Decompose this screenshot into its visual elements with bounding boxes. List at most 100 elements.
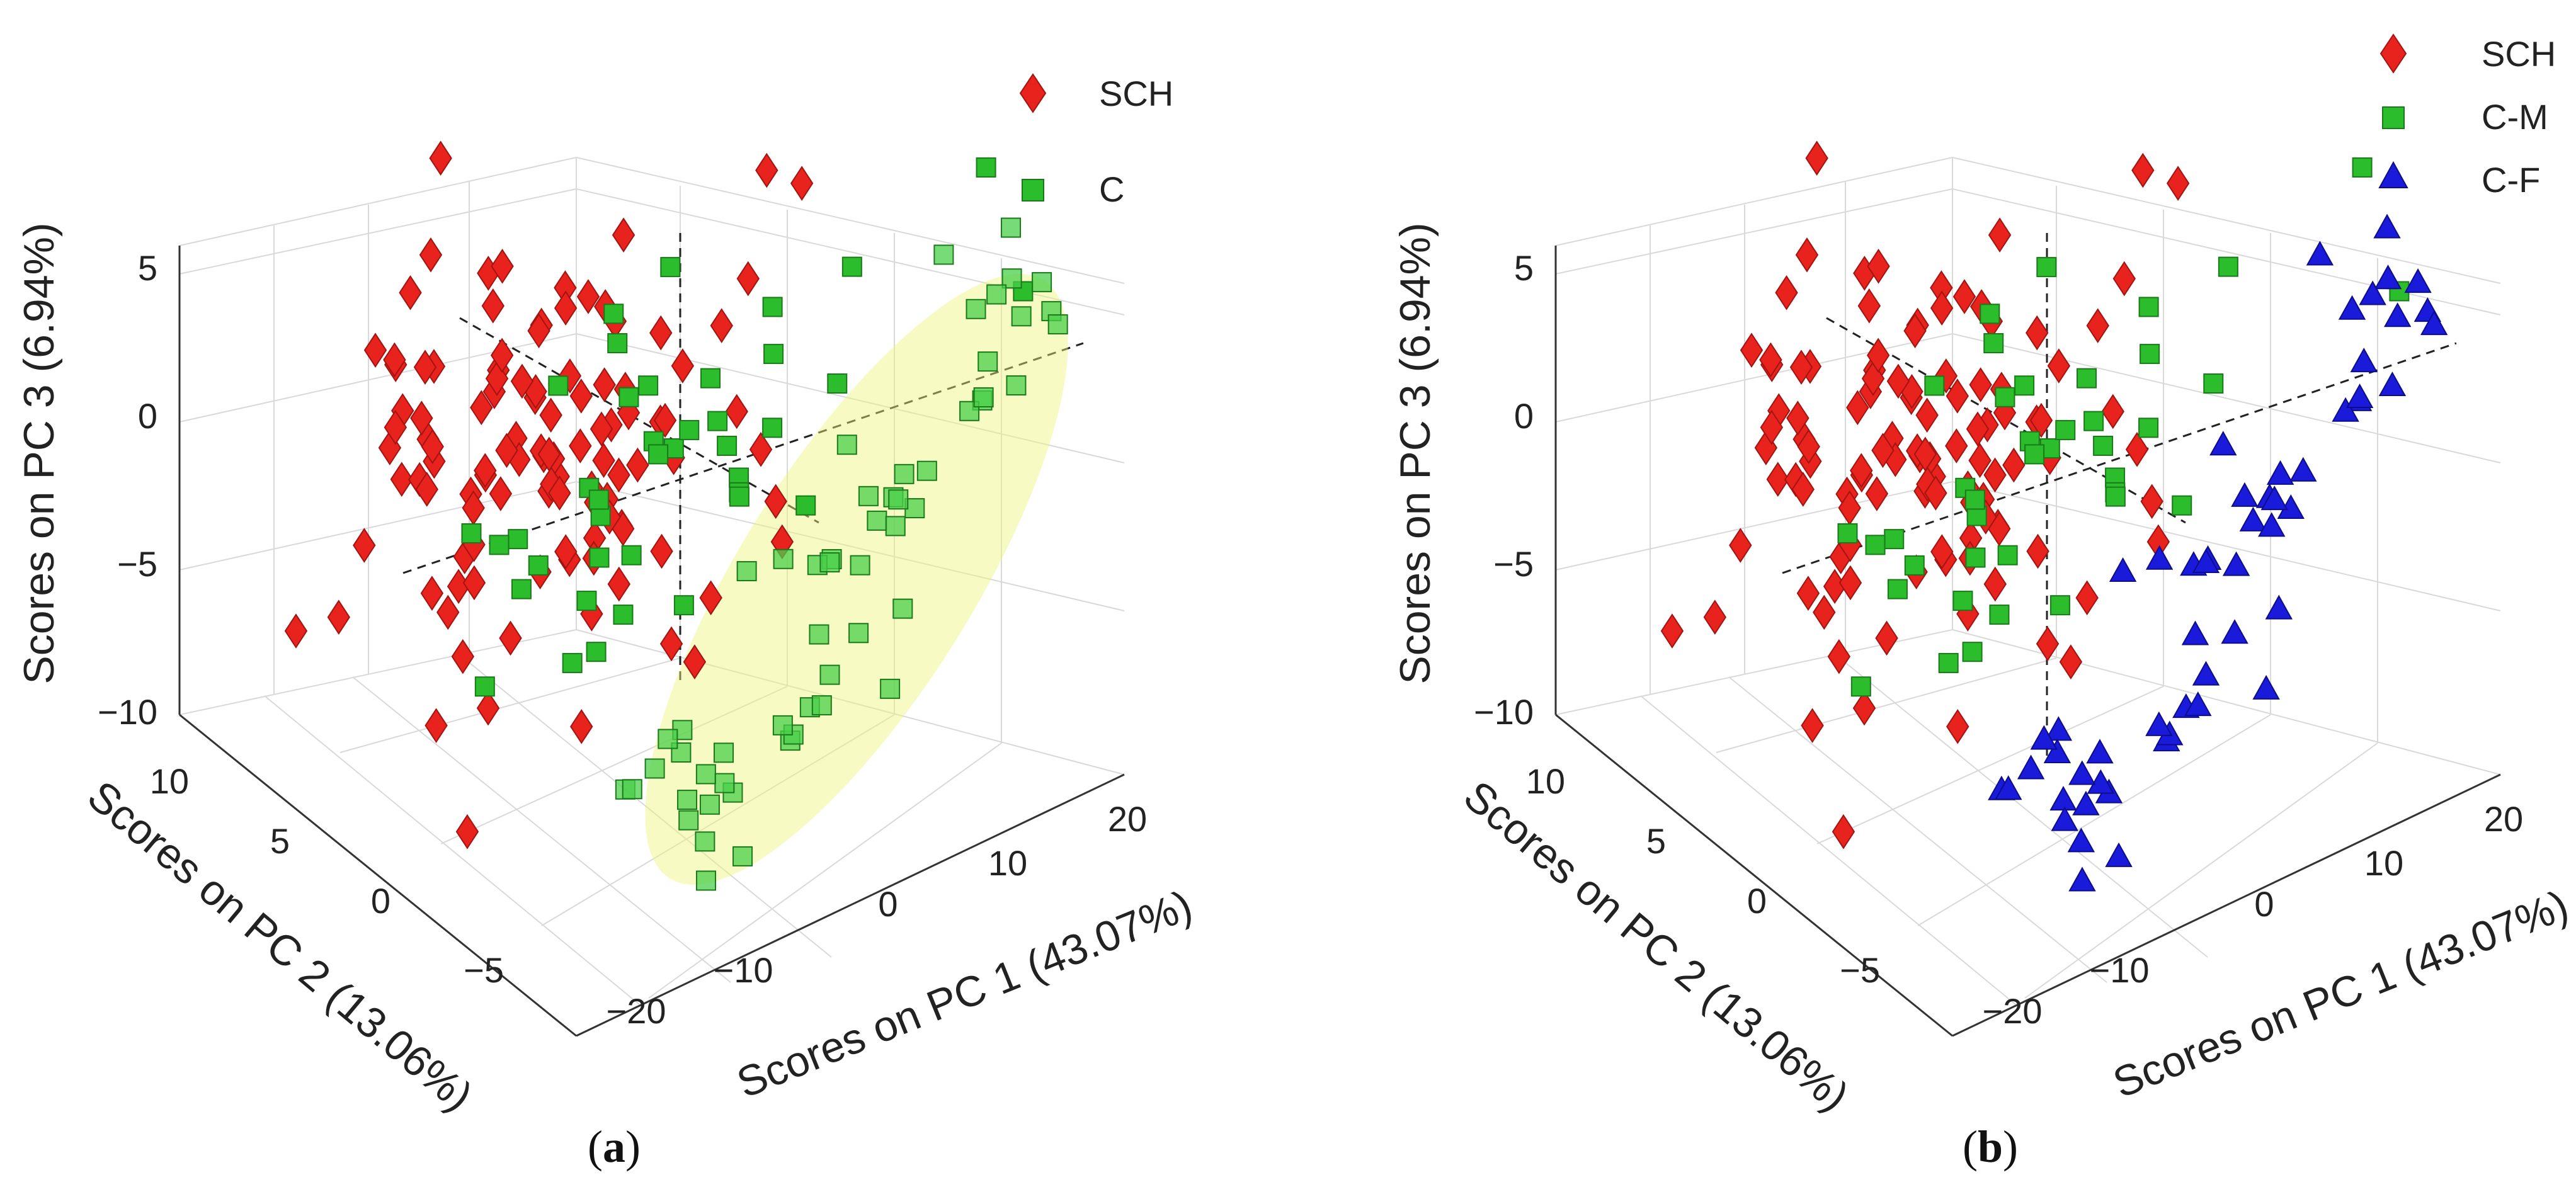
c-point	[1011, 306, 1032, 327]
sch-point	[671, 348, 695, 383]
sch-point	[548, 475, 571, 511]
c-f-point	[2086, 739, 2114, 764]
sch-point	[1832, 814, 1855, 849]
c-point	[603, 304, 624, 324]
sch-point	[399, 275, 422, 310]
c-point	[589, 547, 610, 568]
c-point	[489, 535, 510, 555]
sch-point	[470, 390, 493, 426]
panel-a-c-ellipse	[645, 274, 1068, 885]
sch-point	[1801, 708, 1824, 743]
c-f-point	[2192, 548, 2220, 574]
sch-point	[653, 402, 677, 438]
sch-point	[490, 338, 514, 373]
legend-label: SCH	[1099, 74, 1173, 113]
panel-b-zlabel: Scores on PC 3 (6.94%)	[1391, 222, 1439, 684]
c-f-point	[2049, 786, 2077, 811]
c-point	[714, 773, 735, 793]
c-m-point	[2036, 257, 2057, 278]
sch-point	[1759, 342, 1782, 378]
c-point	[763, 344, 784, 365]
c-point	[714, 742, 734, 763]
c-m-point	[2049, 595, 2070, 616]
c-point	[885, 516, 906, 537]
panel-b-points	[1660, 140, 2448, 892]
c-point	[638, 375, 659, 396]
c-point	[819, 664, 840, 685]
sch-point	[1913, 436, 1937, 472]
c-point	[986, 284, 1007, 305]
panel-a-points	[284, 140, 1068, 891]
sch-point	[2140, 484, 2163, 520]
sch-point	[327, 599, 351, 635]
c-m-point	[1887, 579, 1908, 599]
c-f-point	[2252, 674, 2280, 700]
sch-point	[1786, 400, 1809, 436]
sch-point	[384, 409, 407, 445]
panel-b-ytick: 0	[1747, 881, 1767, 921]
c-point	[528, 555, 549, 576]
sch-point	[1952, 279, 1976, 314]
c-f-point	[2087, 769, 2115, 794]
c-m-point	[1997, 545, 2018, 565]
sch-point	[1729, 528, 1752, 563]
sch-point	[790, 166, 814, 201]
sch-point	[725, 394, 748, 429]
c-m-point	[1884, 529, 1905, 550]
sch-point	[593, 367, 616, 402]
sch-point	[558, 358, 582, 394]
sch-point	[1850, 453, 1873, 489]
sch-point	[1866, 338, 1890, 373]
c-f-point	[2209, 431, 2237, 456]
c-point	[511, 579, 532, 599]
c-point	[607, 333, 628, 354]
c-m-point	[1850, 676, 1871, 697]
panel-a-legend: SCH C	[1019, 73, 1173, 209]
sch-point	[1886, 363, 1910, 399]
c-f-point	[2181, 620, 2209, 645]
sch-point	[2047, 348, 2071, 383]
c-point	[588, 489, 609, 510]
sch-point	[2101, 394, 2124, 429]
sch-point	[554, 534, 578, 569]
c-point	[880, 678, 901, 699]
sch-point	[2166, 166, 2190, 201]
sch-point	[570, 708, 593, 744]
c-point	[1006, 375, 1027, 396]
sch-point	[429, 140, 452, 176]
c-m-point	[1904, 555, 1925, 576]
panel-b-ztick: −5	[1493, 544, 1534, 584]
c-point	[695, 764, 716, 785]
c-point	[717, 435, 738, 456]
sch-point	[1789, 349, 1813, 385]
c-f-point	[2068, 760, 2096, 785]
panel-b-xtick: 20	[2484, 799, 2523, 839]
panel-a-xtick: 20	[1108, 799, 1147, 839]
sch-point	[2026, 533, 2049, 569]
c-point	[1047, 314, 1068, 335]
c-m-point	[1924, 375, 1945, 396]
sch-point	[1797, 429, 1820, 465]
c-f-point	[2221, 619, 2248, 644]
c-point	[660, 257, 681, 278]
c-point	[809, 624, 829, 645]
c-point	[548, 375, 569, 396]
c-m-point	[2083, 411, 2104, 431]
sch-point	[1805, 140, 1828, 176]
c-point	[841, 256, 862, 277]
panel-b-grid	[1555, 156, 2501, 1005]
c-point	[658, 729, 678, 749]
c-f-point	[2222, 551, 2250, 576]
sch-point	[710, 308, 733, 343]
panel-b-axes	[1554, 246, 2501, 1037]
c-m-point	[1952, 591, 1973, 611]
c-point	[622, 779, 642, 800]
sch-point	[1988, 217, 2012, 253]
sch-point	[1903, 313, 1927, 349]
sch-point	[1966, 411, 1990, 447]
c-f-point	[2306, 241, 2334, 266]
panel-b-ytick: 10	[1526, 761, 1565, 801]
panel-b-legend: SCH C-M C-F	[2378, 33, 2556, 200]
panel-a-xtick: 0	[878, 884, 898, 924]
panel-a-ytick: 0	[371, 881, 390, 921]
